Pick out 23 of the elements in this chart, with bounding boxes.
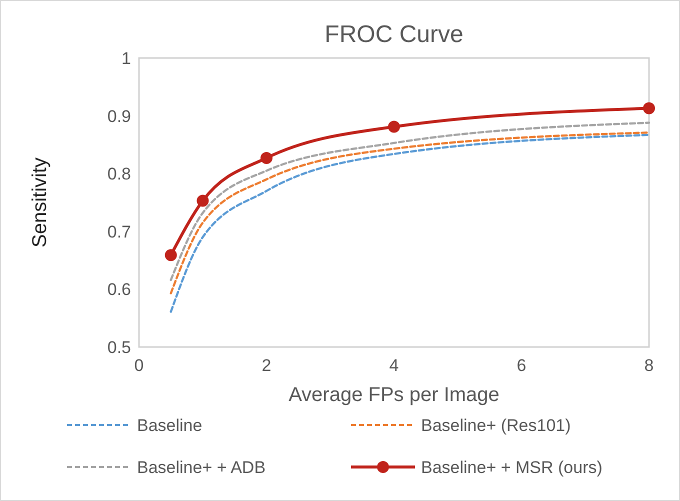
point [643, 102, 655, 114]
y-tick-label: 1 [122, 48, 131, 68]
x-tick-label: 6 [516, 356, 526, 375]
point [260, 152, 272, 164]
x-tick-label: 4 [389, 356, 399, 375]
y-tick-label: 0.6 [107, 280, 131, 300]
x-tick-label: 0 [134, 356, 144, 375]
legend-label: Baseline+ (Res101) [421, 416, 571, 435]
point [164, 249, 177, 262]
chart-title: FROC Curve [324, 21, 464, 48]
x-tick-label: 8 [644, 356, 654, 375]
y-tick-label: 0.9 [107, 106, 131, 126]
legend-label: Baseline+ + MSR (ours) [421, 458, 602, 477]
legend-label: Baseline+ + ADB [137, 458, 266, 477]
point [388, 120, 400, 133]
legend-label: Baseline [137, 416, 202, 435]
y-tick-label: 0.5 [107, 338, 131, 357]
x-axis-title: Average FPs per Image [288, 384, 500, 406]
y-tick-label: 0.7 [107, 222, 131, 242]
y-tick-label: 0.8 [107, 164, 131, 184]
point [196, 194, 209, 207]
x-tick-label: 2 [262, 356, 272, 375]
y-axis-title: Sensitivity [29, 157, 51, 248]
